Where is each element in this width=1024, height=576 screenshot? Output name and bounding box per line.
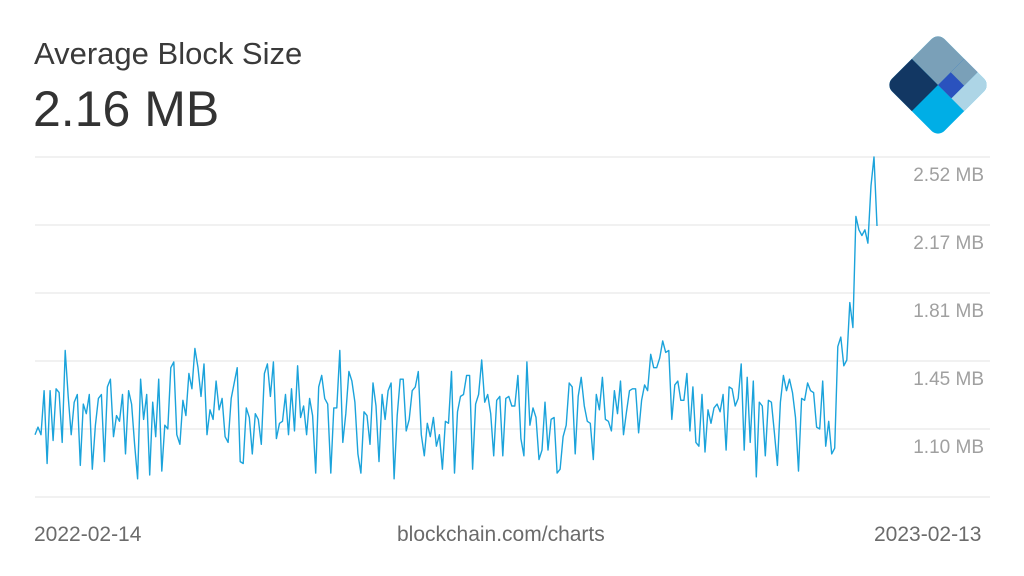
y-tick-label: 2.52 MB — [913, 165, 984, 186]
y-tick-label: 1.10 MB — [913, 437, 984, 458]
blockchain-logo-icon — [889, 36, 987, 134]
y-axis-labels: 2.52 MB 2.17 MB 1.81 MB 1.45 MB 1.10 MB — [913, 165, 984, 458]
gridlines — [35, 156, 990, 498]
source-link[interactable]: blockchain.com/charts — [397, 523, 605, 546]
y-tick-label: 2.17 MB — [913, 233, 984, 254]
series-line — [34, 156, 878, 480]
start-date: 2022-02-14 — [34, 523, 142, 546]
current-value: 2.16 MB — [33, 81, 220, 137]
y-tick-label: 1.81 MB — [913, 301, 984, 322]
chart-title: Average Block Size — [34, 36, 303, 71]
y-tick-label: 1.45 MB — [913, 369, 984, 390]
end-date: 2023-02-13 — [874, 523, 982, 546]
